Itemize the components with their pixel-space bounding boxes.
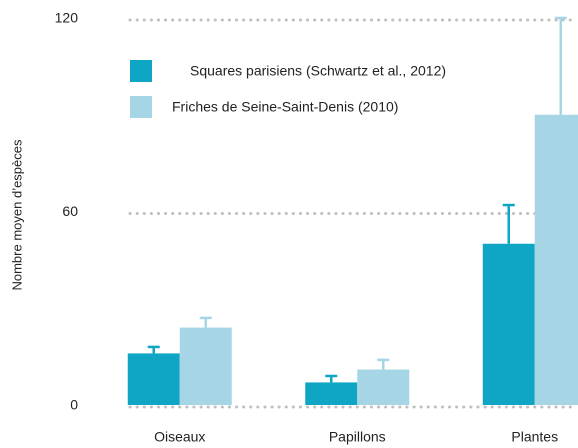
bar — [534, 114, 578, 405]
bar — [127, 353, 180, 405]
legend-swatch — [130, 96, 152, 118]
bar — [357, 369, 410, 405]
bar — [305, 382, 358, 405]
legend-label: Friches de Seine-Saint-Denis (2010) — [172, 99, 398, 115]
y-tick-label: 60 — [62, 203, 78, 219]
y-axis-label: Nombre moyen d’espèces — [9, 139, 24, 291]
x-tick-label: Plantes — [511, 429, 558, 445]
y-tick-label: 120 — [55, 10, 79, 26]
y-tick-label: 0 — [70, 397, 78, 413]
bar — [179, 327, 232, 405]
bar — [482, 243, 535, 405]
x-tick-label: Papillons — [329, 429, 386, 445]
legend-label: Squares parisiens (Schwartz et al., 2012… — [190, 63, 446, 79]
x-tick-label: Oiseaux — [154, 429, 205, 445]
legend-swatch — [130, 60, 152, 82]
